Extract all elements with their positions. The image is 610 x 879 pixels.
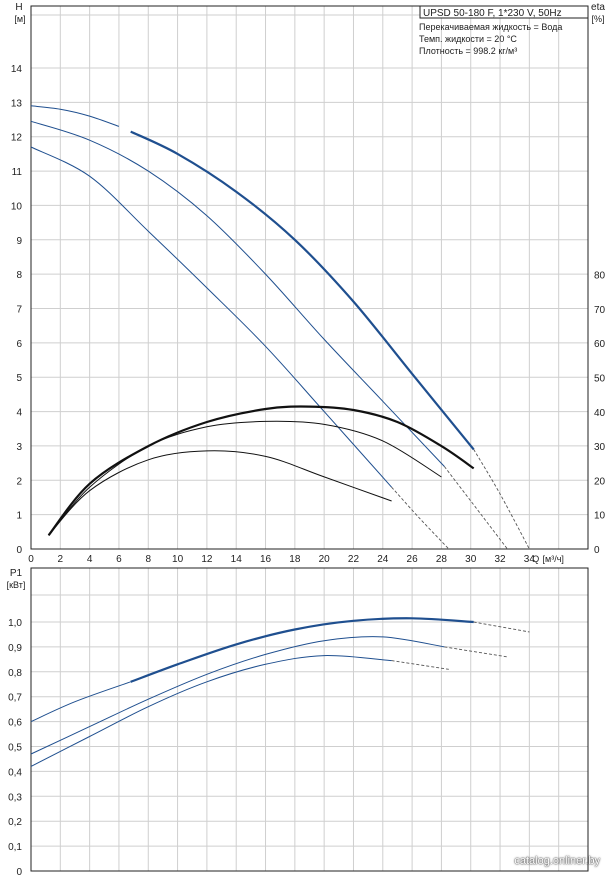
y-tick-h: 8 [16,270,22,281]
head-curve [30,146,392,488]
head-curve [30,105,120,127]
x-tick-q: 4 [87,554,93,565]
head-curve [391,486,450,550]
y-tick-h: 13 [11,98,23,109]
y-tick-p1: 0,6 [8,718,22,729]
x-tick-q: 34 [524,554,536,565]
x-tick-q: 22 [348,554,360,565]
y-tick-h: 11 [12,167,23,178]
y2-tick-eta: 20 [594,476,606,487]
title-box [419,5,589,19]
y2-tick-eta: 80 [594,271,606,282]
head-curve [30,120,445,467]
y-tick-p1: 0,1 [8,842,22,853]
power-curve [30,655,392,767]
efficiency-curve [48,450,392,536]
y-tick-p1: 0,5 [8,743,22,754]
x-tick-q: 12 [201,554,213,565]
y2-tick-eta: 40 [594,408,606,419]
y-tick-h: 3 [16,442,22,453]
y-tick-h: 1 [16,511,22,522]
chart-title: UPSD 50-180 F, 1*230 V, 50Hz [423,8,562,19]
y-tick-h: 14 [11,64,23,75]
x-axis-unit-q: [м³/ч] [543,554,564,564]
x-tick-q: 32 [494,554,506,565]
x-tick-q: 14 [231,554,243,565]
y-axis-label-p1: P1 [10,568,23,579]
power-curve [30,681,131,723]
y-tick-p1: 0,9 [8,643,22,654]
power-panel-frame [30,567,589,872]
chart-info-line: Плотность = 998.2 кг/м³ [419,46,517,56]
y-tick-h: 2 [16,476,22,487]
head-curve [473,449,530,550]
y2-tick-eta: 30 [594,442,606,453]
x-tick-q: 26 [407,554,419,565]
y-tick-p1: 0,4 [8,767,22,778]
x-axis-label-q: Q [532,554,539,564]
y-tick-h: 7 [16,305,22,316]
x-tick-q: 20 [319,554,331,565]
head-panel-frame [30,5,589,550]
y-tick-h: 5 [16,373,22,384]
x-tick-q: 0 [28,554,34,565]
y2-tick-eta: 70 [594,305,606,316]
y-tick-p1: 0,3 [8,792,22,803]
efficiency-curve [48,420,442,536]
x-tick-q: 24 [377,554,389,565]
x-tick-q: 30 [465,554,477,565]
y-tick-h: 12 [11,133,23,144]
y-tick-h: 9 [16,236,22,247]
x-tick-q: 8 [145,554,151,565]
x-tick-q: 2 [58,554,64,565]
y-tick-h: 6 [16,339,22,350]
y2-tick-eta: 10 [594,511,606,522]
power-curve [30,636,445,755]
y-tick-h: 0 [16,545,22,556]
x-tick-q: 6 [116,554,122,565]
x-tick-q: 16 [260,554,272,565]
power-curve [391,660,449,670]
y-axis-unit-p1: [кВт] [7,580,26,590]
power-curve [473,621,530,633]
y2-tick-eta: 60 [594,339,606,350]
y-axis-unit-h: [м] [14,14,25,24]
y-axis-label-h: H [15,2,22,13]
y2-tick-eta: 0 [594,545,600,556]
head-curve [130,130,475,451]
y2-tick-eta: 50 [594,373,606,384]
chart-info-line: Перекачиваемая жидкость = Вода [419,22,562,32]
y2-axis-unit-eta: [%] [591,14,604,24]
x-tick-q: 18 [289,554,301,565]
power-curve [130,617,474,683]
x-tick-q: 10 [172,554,184,565]
y-tick-p1: 1,0 [8,618,22,629]
head-curve [444,466,508,550]
y-tick-p1: 0 [16,867,22,878]
y-tick-p1: 0,7 [8,693,22,704]
y-tick-p1: 0,2 [8,817,22,828]
y2-axis-label-eta: eta [591,2,605,13]
watermark: catalog.onliner.by [514,855,600,867]
y-tick-h: 4 [16,408,22,419]
chart-info-line: Темп. жидкости = 20 °C [419,34,517,44]
power-curve [444,646,508,658]
y-tick-p1: 0,8 [8,668,22,679]
x-tick-q: 28 [436,554,448,565]
y-tick-h: 10 [11,201,23,212]
efficiency-curve [47,405,475,536]
